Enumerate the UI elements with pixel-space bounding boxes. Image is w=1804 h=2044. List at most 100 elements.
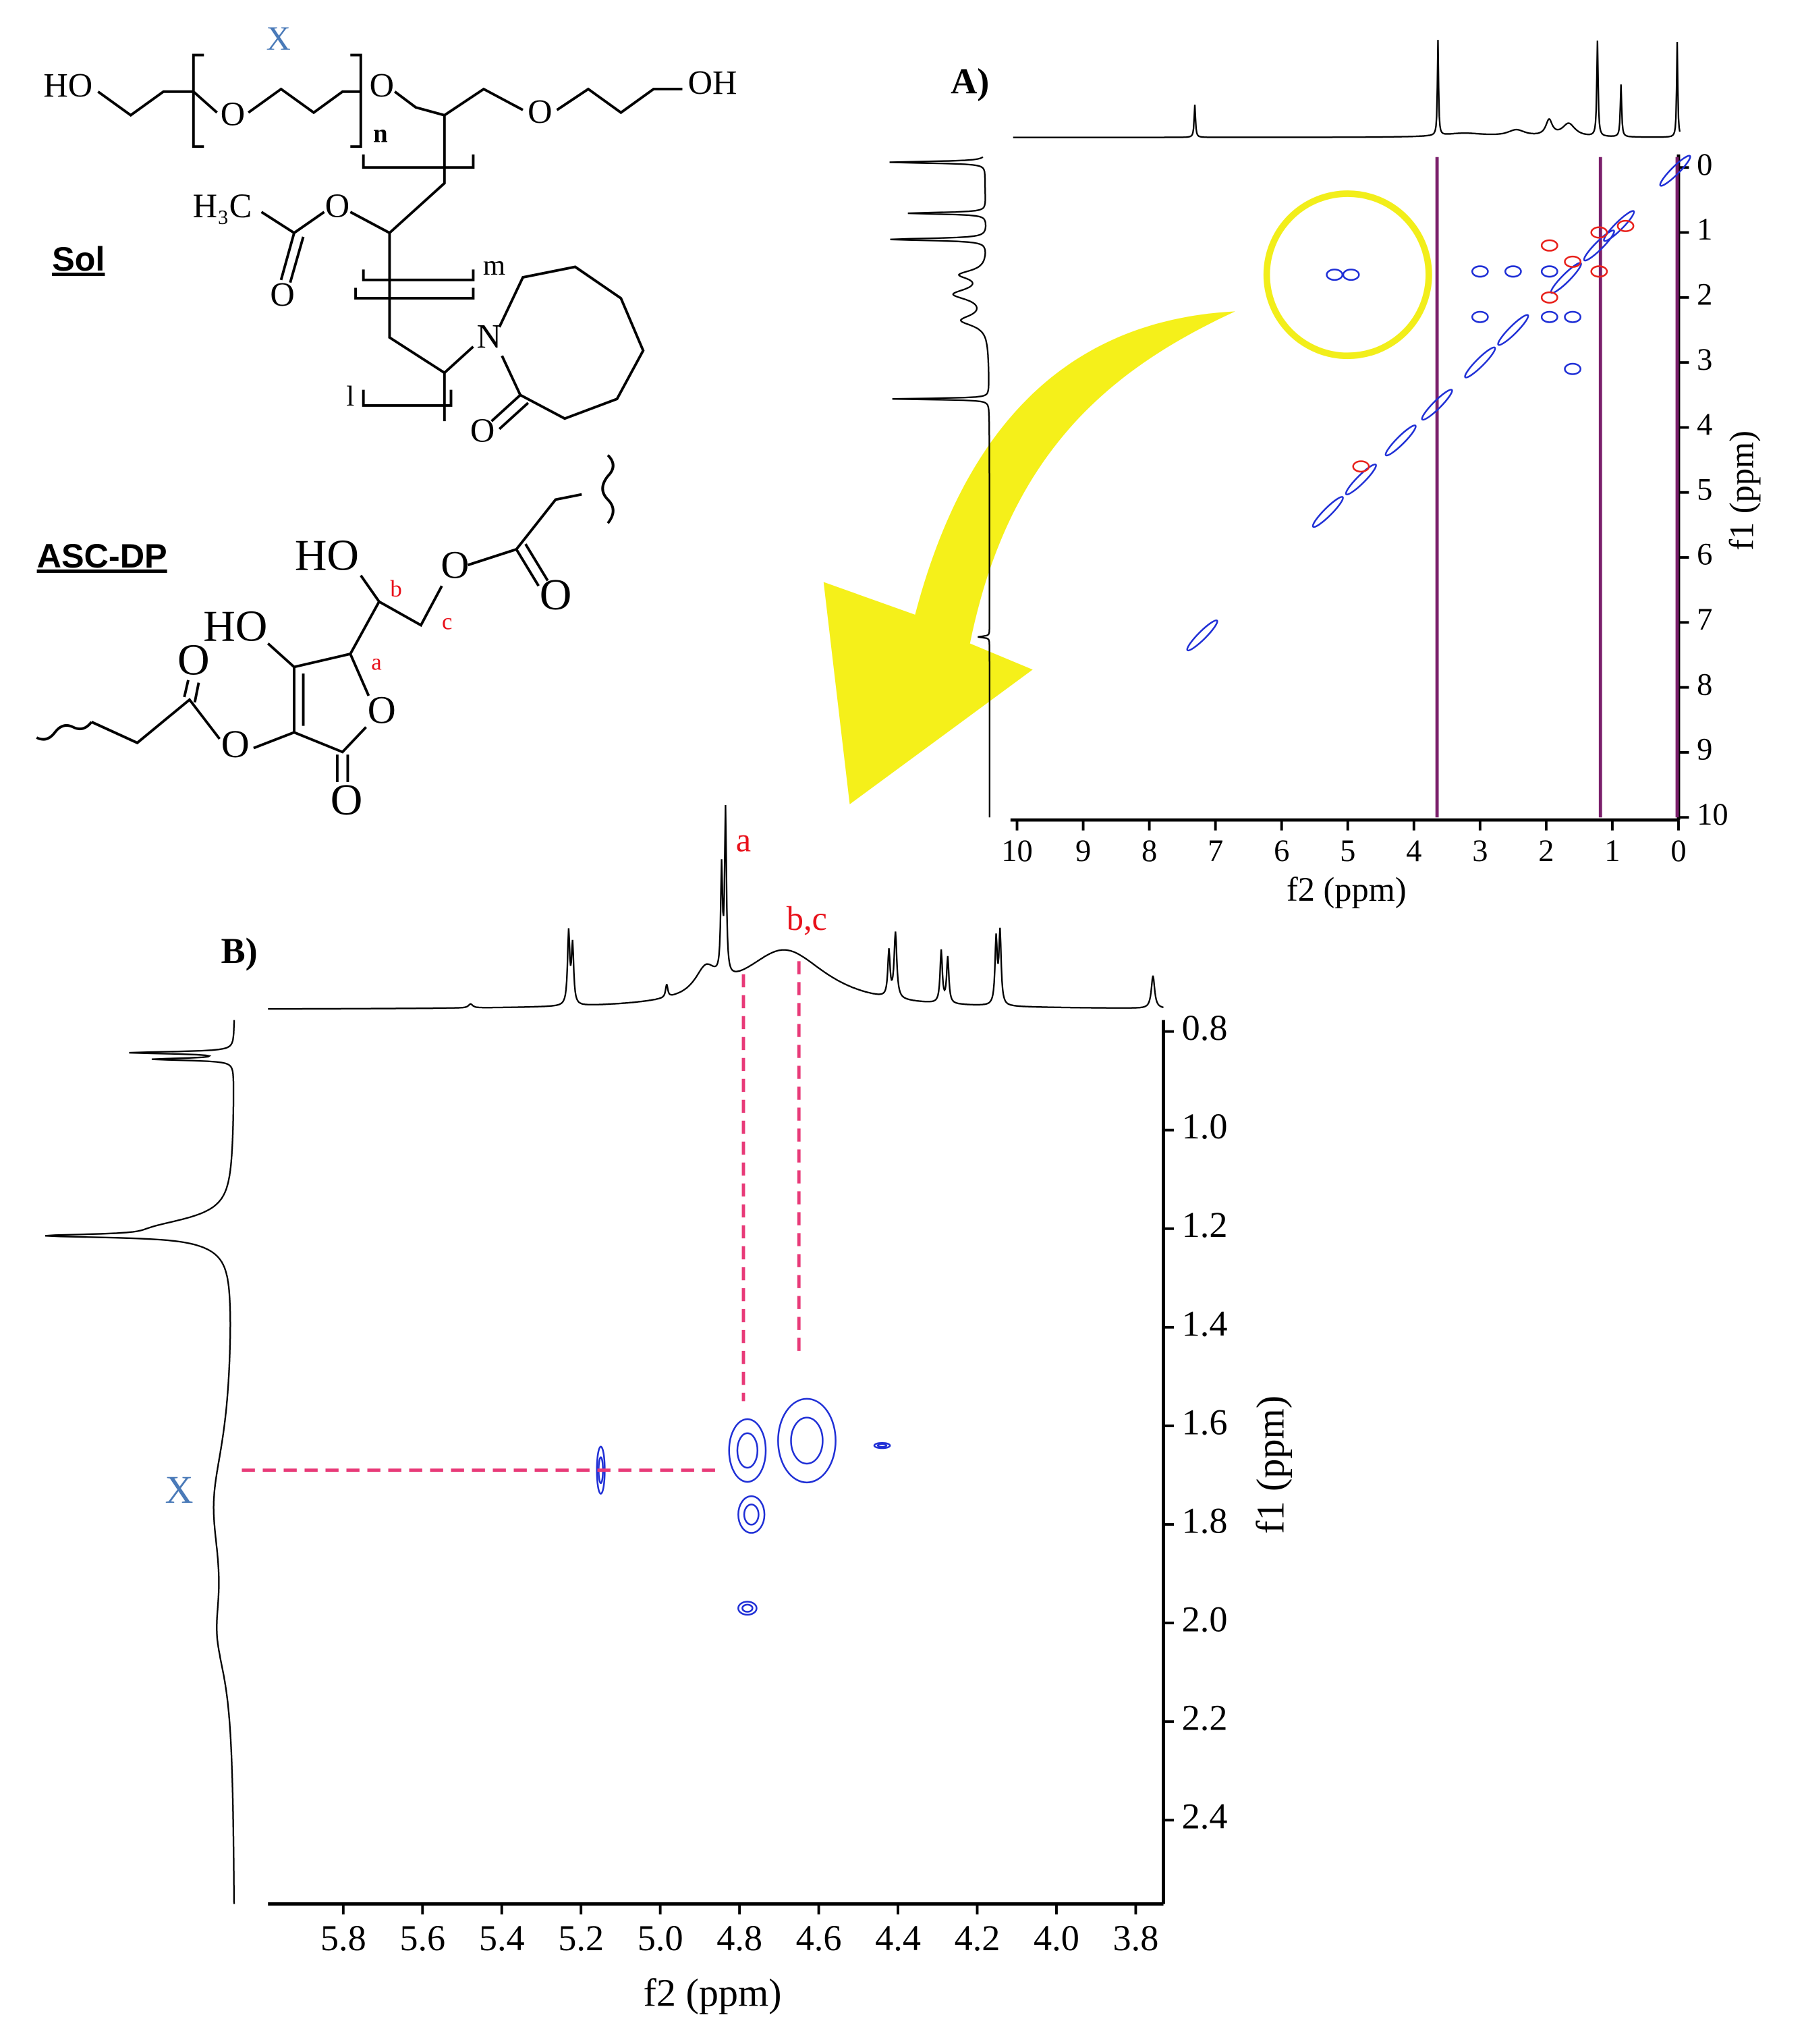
contour	[1603, 210, 1635, 242]
contour	[873, 1442, 891, 1449]
atom-label: HO	[295, 531, 359, 580]
cross-peak	[777, 1398, 837, 1484]
y-tick-label: 2.0	[1182, 1599, 1228, 1640]
structure-name: ASC-DP	[37, 536, 167, 575]
atom-label: O	[221, 722, 250, 766]
contour	[1471, 265, 1489, 278]
atom-label: O	[470, 412, 495, 449]
y-tick-label: 1.0	[1182, 1106, 1228, 1147]
atom-label: N	[477, 318, 501, 356]
y-tick-label: 6	[1697, 538, 1712, 572]
contour	[1504, 265, 1522, 278]
y-axis-label: f1 (ppm)	[1722, 431, 1760, 551]
atom-label: l	[346, 381, 354, 412]
contour	[1540, 265, 1558, 278]
peak-label: a	[736, 821, 751, 859]
cross-peak	[1564, 310, 1581, 323]
bond	[97, 90, 194, 117]
bond	[378, 585, 443, 628]
x-tick-label: 8	[1141, 834, 1157, 868]
atom-label: O	[441, 543, 469, 586]
peak-label: b,c	[787, 900, 827, 937]
contour	[1659, 155, 1691, 187]
bond	[279, 232, 305, 283]
x-tick-label: 4.6	[796, 1918, 842, 1958]
atom-label: O	[370, 67, 394, 105]
cross-peak	[873, 1442, 891, 1449]
bond	[183, 680, 200, 703]
cross-peak	[1421, 389, 1453, 421]
contour	[1564, 362, 1581, 375]
atom-label: b	[390, 576, 401, 602]
cross-peak	[1564, 255, 1581, 268]
x-tick-label: 4.4	[875, 1918, 921, 1958]
cross-peak	[728, 1418, 767, 1483]
cross-peak	[1464, 346, 1496, 379]
x-tick-label: 5.8	[320, 1918, 366, 1958]
cross-peak	[1471, 265, 1489, 278]
contour	[1464, 346, 1496, 379]
bond	[335, 754, 349, 782]
cross-peak	[1326, 269, 1344, 281]
y-tick-label: 1.6	[1182, 1402, 1228, 1442]
contour	[1540, 239, 1558, 252]
atom-label: O	[270, 276, 294, 314]
projection-spectrum	[889, 156, 990, 818]
bond	[515, 543, 549, 587]
bond	[260, 211, 325, 235]
contour	[743, 1503, 760, 1526]
cross-peak	[1659, 155, 1691, 187]
squiggle	[601, 454, 615, 524]
atom-label: a	[371, 649, 381, 675]
cross-peak	[1540, 265, 1558, 278]
x-tick-label: 5.4	[479, 1918, 525, 1958]
bond	[388, 115, 446, 422]
y-tick-label: 2	[1697, 278, 1712, 312]
contour	[1590, 265, 1608, 278]
atom-label: O	[540, 570, 572, 619]
x-tick-label: 5.2	[558, 1918, 604, 1958]
cross-peak	[1590, 265, 1608, 278]
contour	[737, 1601, 758, 1616]
cross-peak	[1616, 219, 1635, 232]
contour	[1352, 460, 1370, 473]
y-tick-label: 1.4	[1182, 1303, 1228, 1344]
bond	[266, 642, 295, 668]
cross-peak	[1590, 226, 1608, 239]
atom-label: HO	[203, 601, 267, 651]
cross-peak	[1497, 314, 1529, 346]
squiggle	[36, 721, 93, 741]
x-tick-label: 10	[1001, 834, 1033, 868]
atom-label: X	[266, 20, 291, 57]
x-tick-label: 5.6	[399, 1918, 445, 1958]
contour	[1540, 291, 1558, 304]
bond	[293, 653, 367, 754]
contour	[737, 1495, 766, 1534]
structure-name: Sol	[52, 240, 105, 278]
x-tick-label: 4.0	[1034, 1918, 1079, 1958]
atom-label: O	[325, 187, 349, 225]
x-tick-label: 4	[1406, 834, 1421, 868]
bond	[90, 698, 221, 745]
contour	[790, 1416, 824, 1465]
contour	[876, 1443, 888, 1448]
bond	[349, 211, 391, 234]
y-tick-label: 0	[1697, 148, 1712, 182]
atom-label: H₃C	[193, 187, 252, 225]
contour	[728, 1418, 767, 1483]
highlight-circle	[1263, 190, 1432, 360]
panel-title: A)	[951, 61, 989, 102]
contour	[1564, 255, 1581, 268]
cross-peak	[1312, 496, 1344, 528]
atom-label: c	[442, 608, 452, 634]
contour	[1421, 389, 1453, 421]
cross-peak	[1583, 229, 1615, 262]
x-tick-label: 1	[1604, 834, 1620, 868]
contour	[736, 1432, 759, 1469]
bracket	[192, 53, 362, 148]
y-tick-label: 2.2	[1182, 1698, 1228, 1738]
x-tick-label: 3.8	[1113, 1918, 1159, 1958]
y-tick-label: 1.8	[1182, 1500, 1228, 1541]
projection-spectrum	[268, 805, 1164, 1010]
